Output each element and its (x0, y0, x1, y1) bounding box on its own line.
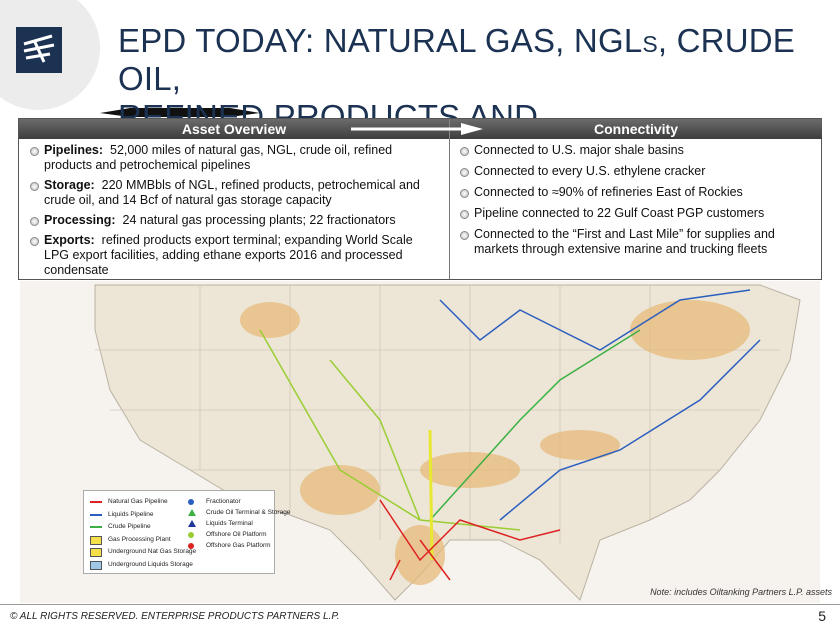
asset-item: Exports: refined products export termina… (27, 233, 439, 278)
legend-label: Offshore Gas Platform (206, 542, 271, 549)
copyright: © ALL RIGHTS RESERVED. ENTERPRISE PRODUC… (10, 611, 340, 622)
asset-item: Storage: 220 MMBbls of NGL, refined prod… (27, 178, 439, 208)
column-header: Asset Overview (19, 119, 449, 139)
legend-symbol (188, 543, 194, 549)
connectivity-item: Connected to the “First and Last Mile” f… (457, 227, 817, 257)
legend-symbol (90, 560, 102, 570)
legend-label: Underground Liquids Storage (108, 560, 193, 568)
title-underline (100, 108, 260, 117)
asset-item: Processing: 24 natural gas processing pl… (27, 213, 439, 228)
connectivity-item: Connected to U.S. major shale basins (457, 143, 817, 158)
connectivity-item: Connected to ≈90% of refineries East of … (457, 185, 817, 200)
item-label: Exports: (44, 233, 95, 247)
legend-symbol (90, 501, 102, 503)
header-arrow (351, 123, 483, 135)
column-divider (449, 139, 450, 279)
asset-table: Asset Overview Connectivity Pipelines: 5… (18, 118, 822, 280)
legend-label: Crude Oil Terminal & Storage (206, 509, 291, 516)
connectivity-item: Connected to every U.S. ethylene cracker (457, 164, 817, 179)
legend-symbol (188, 532, 194, 538)
legend-symbol (188, 499, 194, 505)
asset-item: Pipelines: 52,000 miles of natural gas, … (27, 143, 439, 173)
item-text: 52,000 miles of natural gas, NGL, crude … (44, 143, 393, 172)
asset-list: Pipelines: 52,000 miles of natural gas, … (27, 143, 439, 283)
title-line: EPD TODAY: NATURAL GAS, NGLs, CRUDE OIL, (118, 22, 795, 97)
legend-label: Natural Gas Pipeline (108, 498, 168, 505)
legend-symbol (188, 520, 196, 527)
footer (0, 604, 840, 632)
legend-symbol (90, 526, 102, 528)
legend-symbol (90, 535, 102, 545)
legend-symbol (90, 513, 102, 516)
logo-mark (23, 34, 55, 63)
legend-label: Liquids Terminal (206, 520, 253, 527)
item-text: 220 MMBbls of NGL, refined products, pet… (44, 178, 420, 207)
legend-label: Liquids Pipeline (108, 510, 154, 518)
legend-label: Crude Pipeline (108, 523, 151, 530)
legend-label: Offshore Oil Platform (206, 531, 267, 538)
item-label: Pipelines: (44, 143, 104, 157)
legend-symbol (188, 509, 196, 516)
item-text: refined products export terminal; expand… (44, 233, 413, 277)
legend-label: Gas Processing Plant (108, 535, 171, 543)
note: Note: includes Oiltanking Partners L.P. … (650, 587, 832, 597)
column-header: Connectivity (449, 119, 822, 139)
connectivity-list: Connected to U.S. major shale basins Conn… (457, 143, 817, 263)
item-label: Processing: (44, 213, 116, 227)
connectivity-item: Pipeline connected to 22 Gulf Coast PGP … (457, 206, 817, 221)
legend-label: Fractionator (206, 498, 241, 505)
item-text: 24 natural gas processing plants; 22 fra… (122, 213, 396, 227)
legend-symbol (90, 548, 102, 557)
map-legend: Natural Gas Pipeline Liquids Pipeline Crud… (83, 490, 290, 574)
legend-label: Underground Nat Gas Storage (108, 548, 197, 555)
page-number: 5 (818, 608, 826, 624)
item-label: Storage: (44, 178, 95, 192)
